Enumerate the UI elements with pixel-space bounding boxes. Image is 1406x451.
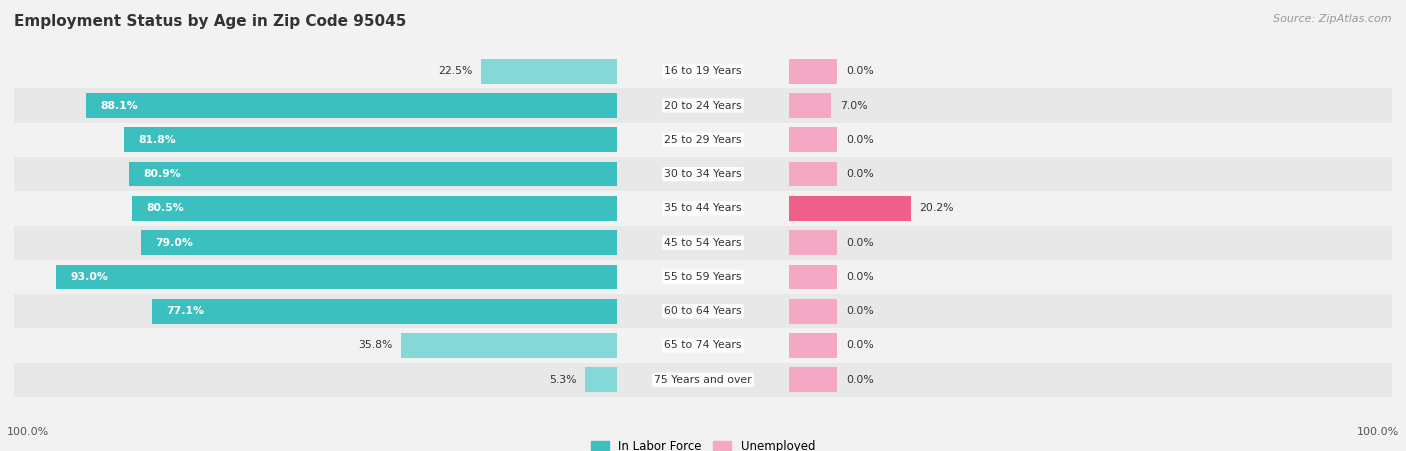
Bar <box>789 265 838 289</box>
Text: 5.3%: 5.3% <box>548 375 576 385</box>
Text: 100.0%: 100.0% <box>7 428 49 437</box>
Bar <box>129 162 617 186</box>
Text: 100.0%: 100.0% <box>1357 428 1399 437</box>
Text: 60 to 64 Years: 60 to 64 Years <box>664 306 742 316</box>
Text: 65 to 74 Years: 65 to 74 Years <box>664 341 742 350</box>
Text: 79.0%: 79.0% <box>155 238 193 248</box>
Bar <box>789 162 838 186</box>
Text: 0.0%: 0.0% <box>846 169 873 179</box>
Bar <box>585 368 617 392</box>
Text: 45 to 54 Years: 45 to 54 Years <box>664 238 742 248</box>
Bar <box>86 93 617 118</box>
Text: 0.0%: 0.0% <box>846 375 873 385</box>
Bar <box>401 333 617 358</box>
Bar <box>124 128 617 152</box>
Bar <box>56 265 617 289</box>
Bar <box>14 294 1392 328</box>
Bar <box>481 59 617 83</box>
Text: 20 to 24 Years: 20 to 24 Years <box>664 101 742 110</box>
Text: 77.1%: 77.1% <box>166 306 204 316</box>
Text: 93.0%: 93.0% <box>70 272 108 282</box>
Text: 0.0%: 0.0% <box>846 238 873 248</box>
Bar <box>14 260 1392 294</box>
Bar <box>141 230 617 255</box>
Bar <box>789 368 838 392</box>
Bar <box>789 299 838 323</box>
Text: Source: ZipAtlas.com: Source: ZipAtlas.com <box>1274 14 1392 23</box>
Text: 16 to 19 Years: 16 to 19 Years <box>664 66 742 76</box>
Text: Employment Status by Age in Zip Code 95045: Employment Status by Age in Zip Code 950… <box>14 14 406 28</box>
Bar <box>132 196 617 221</box>
Text: 0.0%: 0.0% <box>846 66 873 76</box>
Text: 55 to 59 Years: 55 to 59 Years <box>664 272 742 282</box>
Bar <box>152 299 617 323</box>
Text: 35 to 44 Years: 35 to 44 Years <box>664 203 742 213</box>
Text: 0.0%: 0.0% <box>846 306 873 316</box>
Bar <box>14 123 1392 157</box>
Text: 88.1%: 88.1% <box>100 101 138 110</box>
Bar <box>789 333 838 358</box>
Text: 35.8%: 35.8% <box>359 341 392 350</box>
Text: 7.0%: 7.0% <box>839 101 868 110</box>
Bar <box>789 230 838 255</box>
Text: 0.0%: 0.0% <box>846 135 873 145</box>
Text: 25 to 29 Years: 25 to 29 Years <box>664 135 742 145</box>
Bar <box>14 191 1392 226</box>
Text: 80.5%: 80.5% <box>146 203 184 213</box>
Bar <box>14 88 1392 123</box>
Bar <box>789 59 838 83</box>
Text: 75 Years and over: 75 Years and over <box>654 375 752 385</box>
Bar <box>14 226 1392 260</box>
Text: 81.8%: 81.8% <box>138 135 176 145</box>
Bar <box>789 128 838 152</box>
Legend: In Labor Force, Unemployed: In Labor Force, Unemployed <box>591 440 815 451</box>
Text: 0.0%: 0.0% <box>846 341 873 350</box>
Bar <box>789 196 911 221</box>
Text: 80.9%: 80.9% <box>143 169 181 179</box>
Bar <box>14 157 1392 191</box>
Bar <box>14 363 1392 397</box>
Text: 0.0%: 0.0% <box>846 272 873 282</box>
Text: 22.5%: 22.5% <box>439 66 472 76</box>
Text: 30 to 34 Years: 30 to 34 Years <box>664 169 742 179</box>
Text: 20.2%: 20.2% <box>920 203 955 213</box>
Bar <box>789 93 831 118</box>
Bar <box>14 54 1392 88</box>
Bar <box>14 328 1392 363</box>
